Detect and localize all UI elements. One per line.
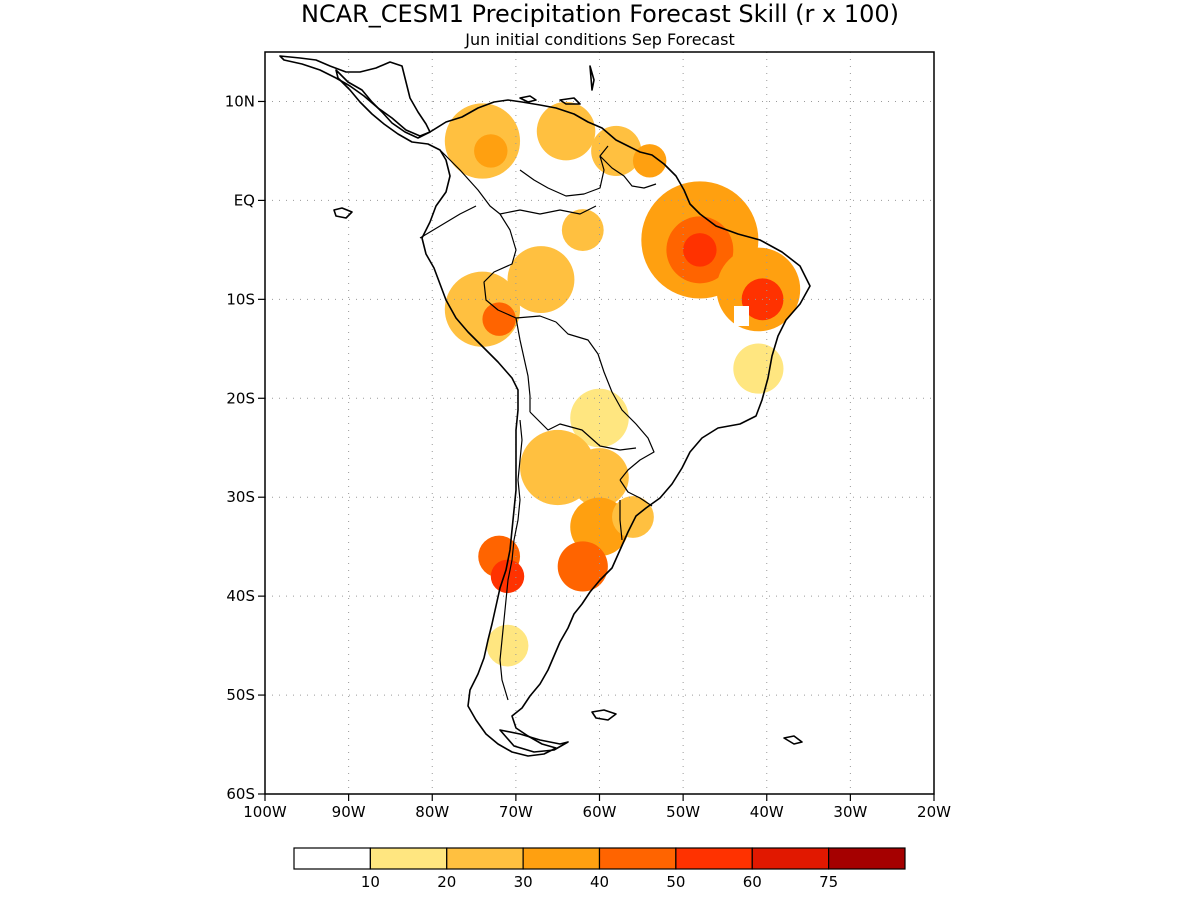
legend-label-4: 50 bbox=[666, 873, 685, 891]
y-tick-label-5: 40S bbox=[226, 587, 255, 605]
y-tick-label-1: EQ bbox=[234, 191, 255, 209]
gridlines bbox=[265, 52, 934, 794]
legend-label-3: 40 bbox=[590, 873, 609, 891]
legend-swatch-6 bbox=[751, 847, 830, 870]
legend-swatch-7 bbox=[828, 847, 906, 870]
legend-label-1: 20 bbox=[437, 873, 456, 891]
x-axis-ticks: 100W 90W 80W 70W 60W 50W 40W 30W 20W bbox=[243, 794, 951, 821]
skill-region-17 bbox=[570, 448, 629, 507]
skill-region-11 bbox=[733, 343, 784, 394]
skill-region-8 bbox=[683, 233, 717, 267]
legend-swatch-4 bbox=[598, 847, 677, 870]
y-tick-label-3: 20S bbox=[226, 389, 255, 407]
x-tick-label-7: 30W bbox=[833, 803, 867, 821]
legend-swatch-5 bbox=[675, 847, 753, 870]
central-america-coastline bbox=[279, 55, 431, 137]
legend-label-5: 60 bbox=[743, 873, 762, 891]
legend-label-0: 10 bbox=[361, 873, 380, 891]
plot-area bbox=[265, 52, 934, 794]
skill-region-4 bbox=[632, 144, 667, 178]
y-tick-label-6: 50S bbox=[226, 686, 255, 704]
skill-region-19 bbox=[557, 541, 608, 592]
skill-region-1 bbox=[474, 134, 508, 168]
skill-region-13 bbox=[507, 246, 575, 313]
skill-region-5 bbox=[561, 209, 604, 251]
falkland-islands bbox=[591, 709, 617, 721]
legend-swatch-3 bbox=[522, 847, 601, 870]
south-america-coastline bbox=[335, 69, 811, 757]
chart-subtitle: Jun initial conditions Sep Forecast bbox=[464, 30, 735, 49]
legend-label-2: 30 bbox=[514, 873, 533, 891]
x-tick-label-0: 100W bbox=[243, 803, 287, 821]
skill-region-2 bbox=[536, 101, 596, 161]
legend-swatch-1 bbox=[369, 847, 448, 870]
country-borders bbox=[419, 145, 657, 701]
y-tick-label-4: 30S bbox=[226, 488, 255, 506]
chart-title: NCAR_CESM1 Precipitation Forecast Skill … bbox=[301, 0, 899, 28]
caribbean-islands bbox=[519, 65, 595, 105]
y-axis-ticks: 10N EQ 10S 20S 30S 40S 50S 60S bbox=[225, 92, 265, 803]
coastlines-and-borders bbox=[279, 55, 811, 757]
legend-swatch-2 bbox=[446, 847, 524, 870]
skill-region-14 bbox=[482, 302, 516, 336]
y-tick-label-7: 60S bbox=[226, 785, 255, 803]
x-tick-label-6: 40W bbox=[750, 803, 784, 821]
skill-region-3 bbox=[591, 125, 642, 177]
skill-region-20 bbox=[612, 496, 654, 538]
south-georgia bbox=[783, 735, 803, 745]
missing-data-box bbox=[734, 306, 749, 326]
skill-region-23 bbox=[486, 624, 529, 667]
legend-swatch-0 bbox=[293, 847, 371, 870]
legend-label-6: 75 bbox=[819, 873, 838, 891]
x-tick-label-1: 90W bbox=[332, 803, 366, 821]
color-legend: 10 20 30 40 50 60 75 bbox=[293, 847, 906, 891]
x-tick-label-5: 50W bbox=[666, 803, 700, 821]
x-tick-label-3: 70W bbox=[499, 803, 533, 821]
x-tick-label-2: 80W bbox=[415, 803, 449, 821]
y-tick-label-2: 10S bbox=[226, 290, 255, 308]
x-tick-label-8: 20W bbox=[917, 803, 951, 821]
skill-regions bbox=[444, 101, 801, 667]
x-tick-label-4: 60W bbox=[583, 803, 617, 821]
y-tick-label-0: 10N bbox=[225, 92, 255, 110]
tierra-del-fuego bbox=[499, 729, 569, 753]
galapagos-islands bbox=[333, 207, 353, 219]
